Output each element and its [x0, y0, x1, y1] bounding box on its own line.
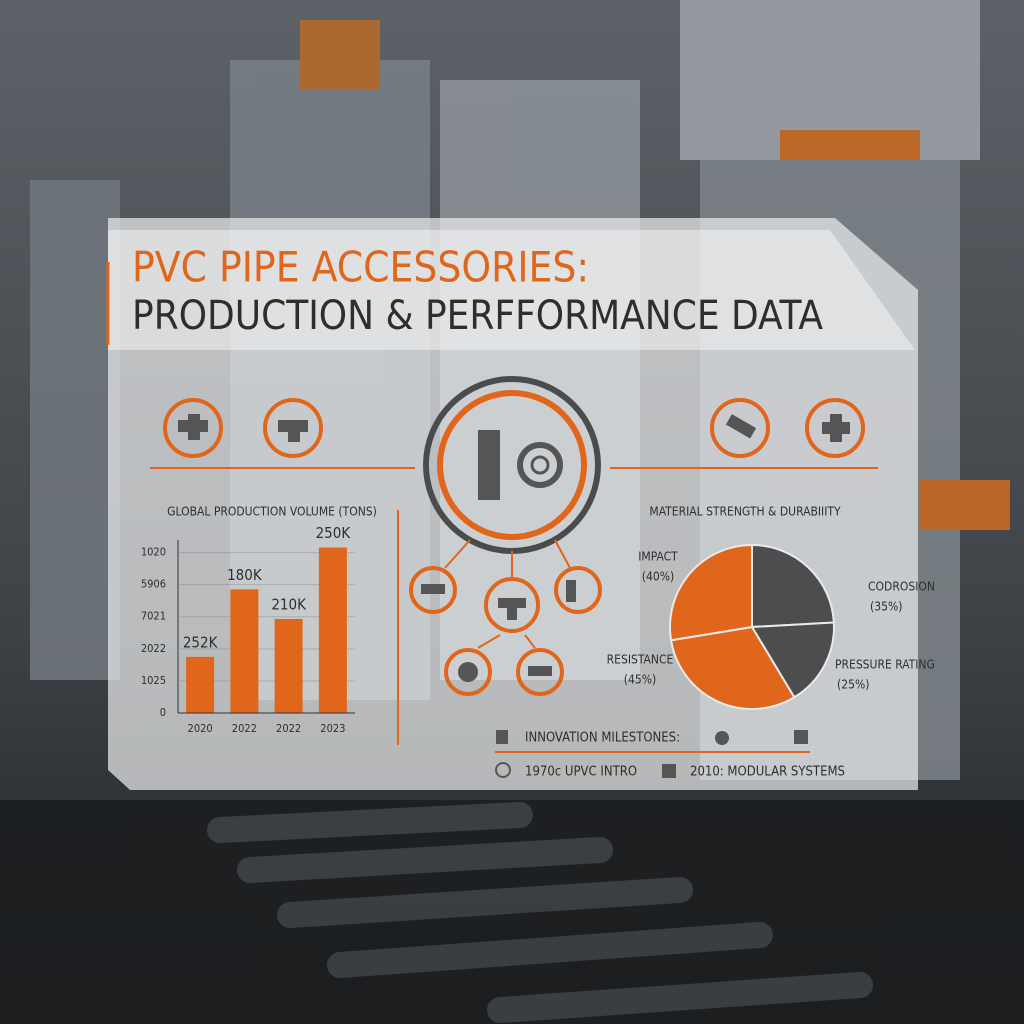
y-tick-label: 2022 — [141, 642, 166, 655]
slice-label: RESISTANCE — [607, 653, 674, 667]
y-tick-label: 7021 — [141, 610, 166, 623]
slice-label: PRESSURE RATING — [835, 658, 935, 672]
y-tick-label: 1025 — [141, 674, 166, 687]
slice-value-label: (35%) — [870, 600, 902, 614]
milestone: 2010: MODULAR SYSTEMS — [690, 765, 845, 780]
slice-value-label: (25%) — [837, 678, 869, 692]
milestone-icons — [495, 730, 808, 778]
y-tick-label: 5906 — [141, 578, 166, 591]
y-tick-label: 1020 — [141, 546, 166, 559]
pie-slice — [751, 543, 835, 629]
bar-annotation: 180K — [227, 566, 263, 584]
chart-title: MATERIAL STRENGTH & DURABIIITY — [649, 505, 841, 519]
y-tick-label: 0 — [160, 706, 166, 719]
bar-annotation: 250K — [316, 524, 352, 542]
bar-annotation: 252K — [183, 633, 219, 651]
bar-annotation: 210K — [271, 595, 307, 613]
bar — [318, 547, 347, 713]
x-tick-label: 2022 — [232, 722, 257, 735]
title-line2: PRODUCTION & PERFFORMANCE DATA — [132, 293, 823, 339]
slice-value-label: (40%) — [642, 570, 674, 584]
title-band — [108, 230, 915, 350]
x-tick-label: 2023 — [320, 722, 345, 735]
pie-slice — [669, 543, 753, 642]
pie-slice — [750, 621, 835, 699]
slice-label: IMPACT — [638, 550, 678, 564]
bar — [230, 589, 259, 713]
slice-label: CODROSION — [868, 580, 935, 594]
bar — [274, 618, 303, 713]
title-line1: PVC PIPE ACCESSORIES: — [132, 243, 589, 292]
x-tick-label: 2022 — [276, 722, 301, 735]
milestone: 1970c UPVC INTRO — [525, 765, 637, 780]
pie-slice — [669, 625, 796, 710]
chart-title: GLOBAL PRODUCTION VOLUME (TONS) — [167, 505, 377, 519]
icons — [150, 376, 878, 745]
x-tick-label: 2020 — [188, 722, 213, 735]
slice-value-label: (45%) — [624, 673, 656, 687]
milestones-title: INNOVATION MILESTONES: — [525, 731, 680, 746]
bar — [186, 656, 215, 713]
